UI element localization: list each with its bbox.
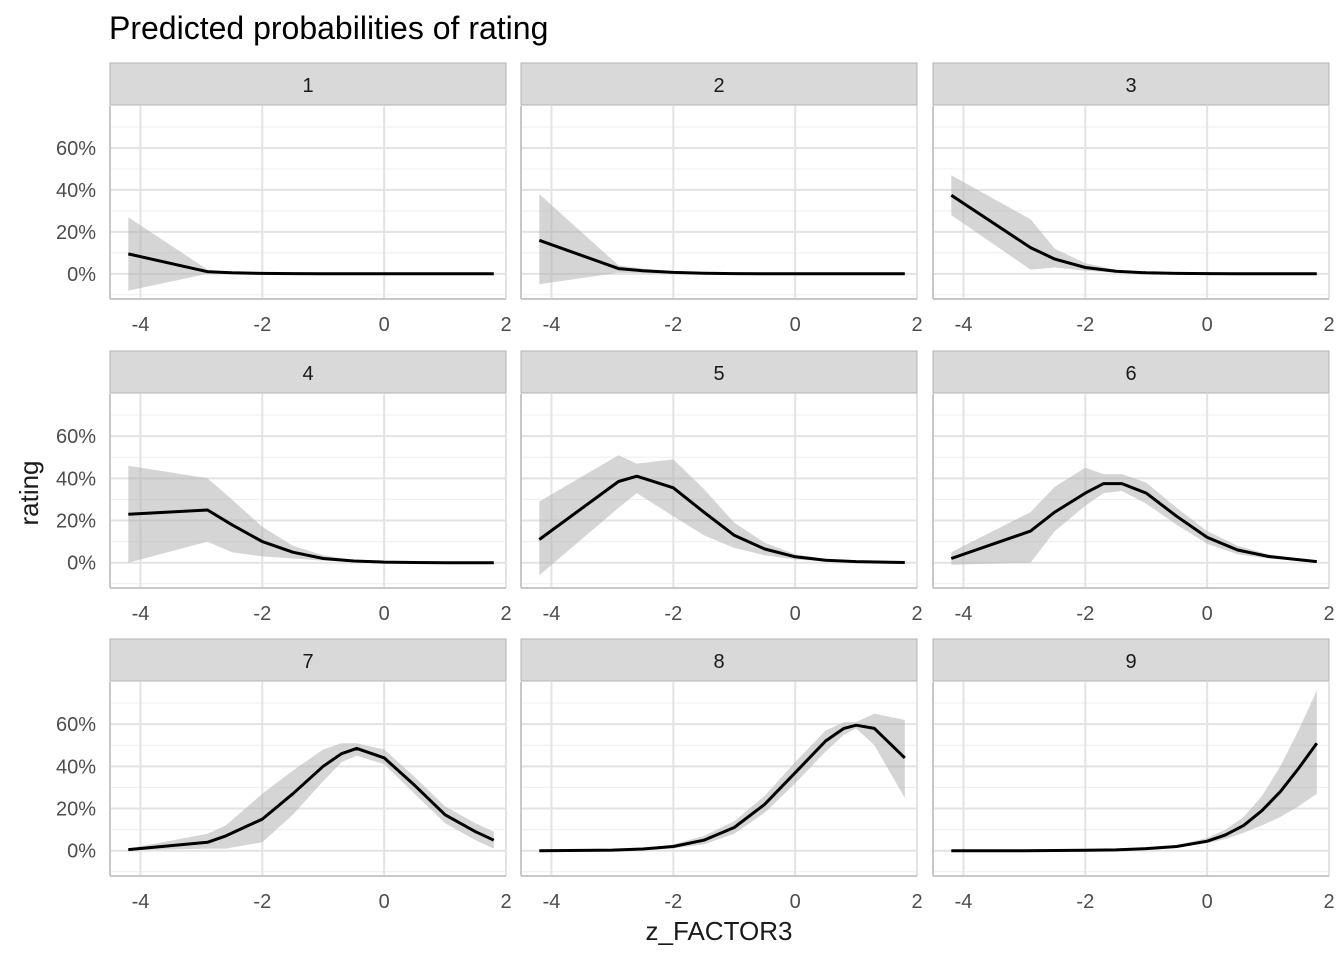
confidence-ribbon (128, 217, 494, 291)
x-tick-label: -2 (664, 891, 682, 913)
y-tick-label: 20% (56, 799, 96, 821)
panels-group: 1-4 -2 0 20%20%40%60%2-4 -2 0 23-4 -2 0 24-4 -2 0 20… (56, 62, 1335, 913)
prediction-line (539, 723, 906, 853)
x-tick-label: 2 (1323, 314, 1334, 336)
x-tick-label: 2 (500, 891, 511, 913)
x-tick-label: -4 (955, 891, 973, 913)
x-tick-label: -2 (664, 314, 682, 336)
prediction-line (128, 746, 495, 852)
confidence-ribbon (539, 194, 905, 285)
x-tick-label: -4 (543, 603, 561, 625)
x-tick-label: -4 (132, 603, 150, 625)
panel-strip-label: 6 (1125, 363, 1136, 385)
panel-2: 2 -4 -2 0 2 (520, 62, 923, 336)
prediction-line (538, 238, 905, 276)
panel-1: 1-4 -2 0 20%20%40%60% (56, 62, 512, 336)
x-tick-label: 2 (500, 603, 511, 625)
x-tick-label: 2 (1323, 891, 1334, 913)
panel-strip (520, 638, 918, 682)
confidence-ribbon (128, 465, 494, 563)
prediction-line (128, 508, 494, 565)
confidence-ribbon (951, 467, 1317, 565)
panel-strip (932, 62, 1330, 106)
x-tick-label: -2 (1076, 891, 1094, 913)
y-tick-label: 0% (67, 264, 96, 286)
prediction-line (127, 252, 494, 276)
x-tick-label: 0 (790, 891, 801, 913)
x-tick-label: 0 (379, 891, 390, 913)
prediction-line (538, 474, 905, 564)
chart-title: Predicted probabilities of rating (109, 10, 548, 46)
x-axis-title: z_FACTOR3 (646, 916, 793, 946)
x-tick-label: 0 (790, 314, 801, 336)
confidence-ribbon (951, 690, 1317, 851)
panel-strip-label: 2 (713, 75, 724, 97)
panel-strip-label: 3 (1125, 75, 1136, 97)
x-tick-label: 0 (379, 314, 390, 336)
y-tick-label: 40% (56, 468, 96, 490)
y-tick-label: 40% (56, 180, 96, 202)
panel-strip-label: 5 (713, 363, 724, 385)
y-axis-title: rating (14, 460, 44, 525)
x-tick-label: -2 (253, 603, 271, 625)
x-tick-label: 0 (1202, 314, 1213, 336)
panel-strip (109, 638, 507, 682)
x-tick-label: 0 (1202, 891, 1213, 913)
y-tick-label: 0% (67, 841, 96, 863)
panel-7: 7-4 -2 0 20%20%40%60% (56, 638, 512, 913)
panel-strip (109, 62, 507, 106)
x-tick-label: -2 (253, 314, 271, 336)
x-tick-label: -2 (664, 603, 682, 625)
x-tick-label: 2 (911, 314, 922, 336)
x-tick-label: 2 (1323, 603, 1334, 625)
confidence-ribbon (539, 713, 905, 851)
y-tick-label: 40% (56, 756, 96, 778)
x-tick-label: -2 (1076, 314, 1094, 336)
confidence-ribbon (128, 743, 494, 851)
x-tick-label: -4 (543, 314, 561, 336)
panel-8: 8 -4 -2 0 2 (520, 638, 923, 913)
x-tick-label: 2 (911, 603, 922, 625)
panel-strip (520, 62, 918, 106)
x-tick-label: -4 (132, 314, 150, 336)
prediction-line (950, 193, 1317, 276)
x-tick-label: 0 (790, 603, 801, 625)
panel-strip-label: 1 (302, 75, 313, 97)
panel-strip (520, 350, 918, 394)
panel-6: 6 -4 -2 0 2 (932, 350, 1335, 625)
prediction-line (950, 482, 1317, 564)
panel-4: 4-4 -2 0 20%20%40%60% (56, 350, 512, 625)
x-tick-label: 2 (500, 314, 511, 336)
panel-5: 5 -4 -2 0 2 (520, 350, 923, 625)
panel-strip (932, 638, 1330, 682)
x-tick-label: -4 (955, 314, 973, 336)
panel-strip-label: 9 (1125, 651, 1136, 673)
panel-strip-label: 8 (713, 651, 724, 673)
y-tick-label: 60% (56, 714, 96, 736)
panel-strip (932, 350, 1330, 394)
panel-strip-label: 4 (302, 363, 313, 385)
y-tick-label: 20% (56, 222, 96, 244)
x-tick-label: 0 (1202, 603, 1213, 625)
panel-strip-label: 7 (302, 651, 313, 673)
confidence-ribbon (951, 175, 1317, 274)
x-tick-label: -2 (253, 891, 271, 913)
y-tick-label: 0% (67, 553, 96, 575)
panel-3: 3 -4 -2 0 2 (932, 62, 1335, 336)
panel-strip (109, 350, 507, 394)
x-tick-label: -4 (132, 891, 150, 913)
prediction-line (951, 742, 1319, 853)
x-tick-label: -4 (955, 603, 973, 625)
x-tick-label: 0 (379, 603, 390, 625)
y-tick-label: 60% (56, 426, 96, 448)
x-tick-label: -4 (543, 891, 561, 913)
panel-9: 9 -4 -2 0 2 (932, 638, 1335, 913)
y-tick-label: 20% (56, 511, 96, 533)
y-tick-label: 60% (56, 138, 96, 160)
x-tick-label: -2 (1076, 603, 1094, 625)
x-tick-label: 2 (911, 891, 922, 913)
confidence-ribbon (539, 455, 905, 576)
